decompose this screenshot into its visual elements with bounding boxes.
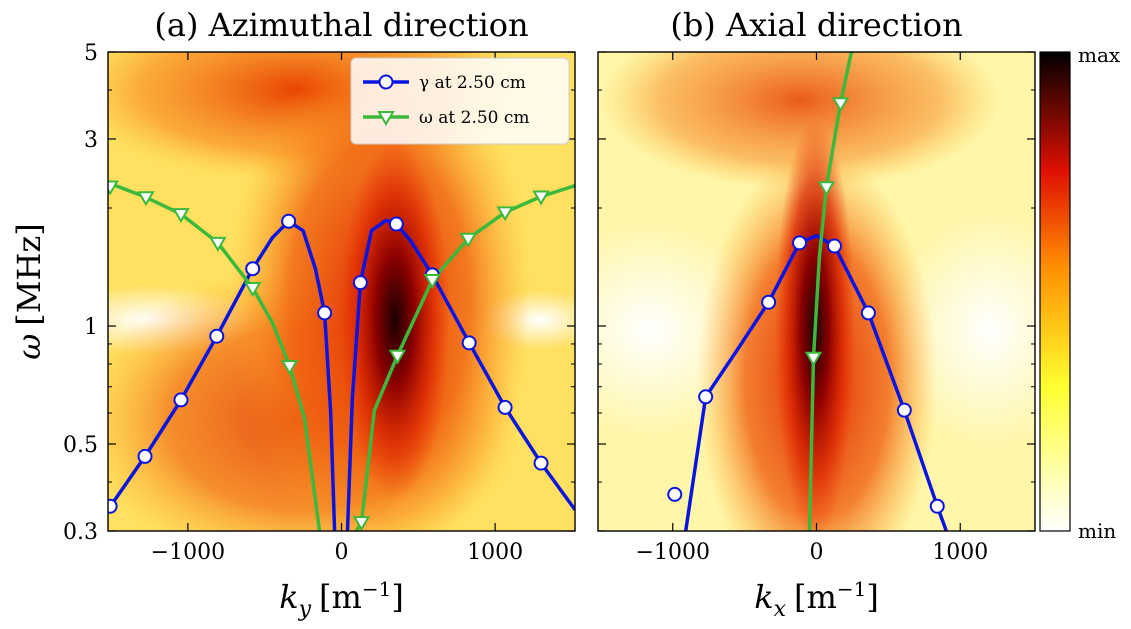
panel: (b) Axial direction −1000 0 1000 kx [m−1] [597, 6, 1036, 622]
marker [352, 516, 371, 531]
marker [280, 360, 299, 376]
y-tick-label: 5 [84, 41, 98, 66]
plot-area [667, 52, 948, 531]
marker [377, 111, 395, 126]
panel-title: (a) Azimuthal direction [154, 6, 528, 44]
y-axis-label: ω [MHz] [10, 223, 48, 360]
marker [317, 305, 333, 321]
panel-title: (b) Axial direction [670, 6, 962, 44]
x-tick-label: −1000 [636, 540, 710, 565]
legend-label: ω at 2.50 cm [419, 108, 530, 128]
marker [108, 180, 119, 196]
x-tick-label: 1000 [932, 540, 988, 565]
y-tick-label: 0.3 [63, 520, 98, 545]
label-part: [m [794, 578, 837, 616]
legend-label: γ at 2.50 cm [419, 73, 526, 93]
marker [388, 349, 407, 365]
series-line [683, 233, 948, 531]
label-part: ] [391, 578, 403, 616]
marker [496, 206, 514, 222]
colorbar-label: max [1078, 43, 1121, 67]
plot-frame [597, 51, 1036, 532]
x-axis-label: ky [m−1] [279, 577, 404, 622]
label-part: −1 [837, 577, 866, 601]
marker [423, 274, 442, 290]
marker [388, 216, 404, 232]
marker [860, 305, 876, 321]
marker [137, 448, 153, 464]
plot-frame [107, 51, 576, 532]
label-part: x [774, 597, 787, 622]
marker [532, 190, 550, 206]
label-part: [MHz] [10, 223, 48, 326]
marker [378, 74, 394, 90]
marker [459, 232, 477, 248]
label-part: k [754, 578, 773, 616]
marker [929, 498, 945, 514]
y-tick-label: 1 [84, 315, 98, 340]
label-part: ω [10, 334, 48, 360]
marker [209, 328, 225, 344]
legend-box [350, 57, 570, 145]
marker [667, 486, 683, 502]
marker [209, 236, 227, 252]
x-axis-label: kx [m−1] [754, 577, 879, 622]
x-tick-label: 1000 [467, 540, 523, 565]
label-part: k [279, 578, 298, 616]
marker [172, 208, 190, 224]
marker [497, 399, 513, 415]
marker [896, 402, 912, 418]
marker [804, 351, 823, 367]
y-tick-label: 3 [84, 128, 98, 153]
marker [243, 282, 262, 298]
marker [352, 275, 368, 291]
x-tick-label: 0 [335, 540, 349, 565]
x-tick-label: 0 [810, 540, 824, 565]
marker [108, 498, 118, 514]
label-part: [m [319, 578, 362, 616]
label-part: y [298, 597, 312, 622]
marker [245, 261, 261, 277]
marker [792, 235, 808, 251]
marker [826, 238, 842, 254]
y-tick-label: 0.5 [63, 433, 98, 458]
panel: (a) Azimuthal direction −1000 0 1000 0.3 0.5 1… [10, 6, 576, 622]
series-line [108, 218, 575, 531]
marker [137, 191, 155, 207]
marker [831, 97, 850, 113]
colorbar [1039, 51, 1071, 532]
marker [817, 181, 836, 197]
x-tick-label: −1000 [151, 540, 225, 565]
colorbar-label: min [1078, 519, 1116, 543]
plot-area [108, 180, 575, 531]
marker [698, 389, 714, 405]
marker [281, 213, 297, 229]
marker [461, 335, 477, 351]
series-line [807, 52, 854, 531]
label-part: ] [866, 578, 878, 616]
label-part: −1 [362, 577, 391, 601]
marker [761, 294, 777, 310]
marker [173, 392, 189, 408]
marker [533, 455, 549, 471]
